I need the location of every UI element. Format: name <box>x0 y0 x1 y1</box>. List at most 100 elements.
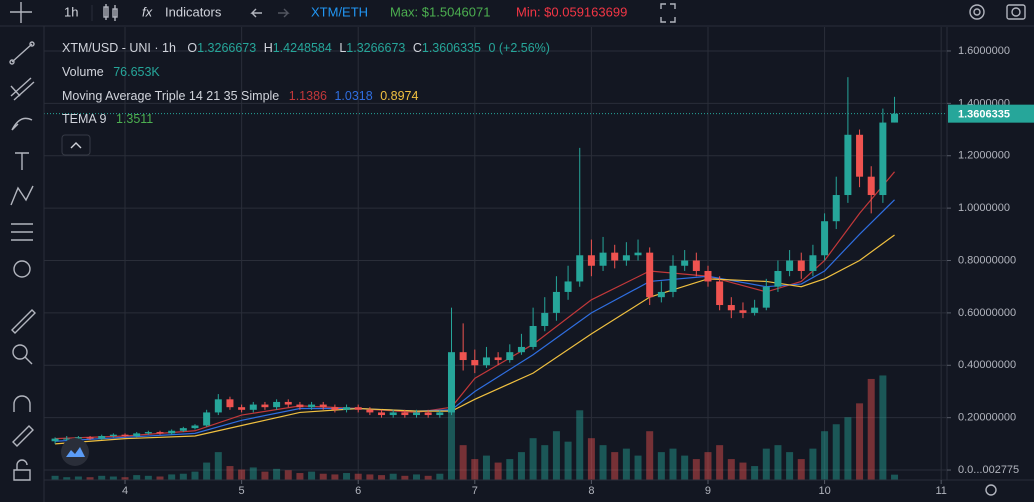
candle-body <box>832 195 840 222</box>
moving-average-line <box>55 171 895 440</box>
volume-bar <box>238 469 246 480</box>
x-tick-label: 9 <box>705 485 711 497</box>
volume-bar <box>692 459 700 480</box>
volume-bar <box>319 473 327 480</box>
volume-bar <box>517 452 525 480</box>
volume-bar <box>587 438 595 480</box>
volume-bar <box>436 473 444 480</box>
volume-bar <box>121 477 129 480</box>
candle-body <box>424 412 432 416</box>
volume-bar <box>284 470 292 480</box>
candle-body <box>156 432 164 434</box>
volume-bar <box>879 375 887 480</box>
volume-bar <box>447 382 455 480</box>
candle-body <box>622 255 630 261</box>
volume-name: Volume <box>62 65 104 79</box>
candle-body <box>867 176 875 196</box>
volume-bar <box>634 455 642 480</box>
candle-body <box>669 265 677 292</box>
candle-body <box>238 407 246 410</box>
candle-body <box>634 252 642 256</box>
fx-icon[interactable]: fx <box>142 4 153 19</box>
volume-bar <box>599 445 607 480</box>
volume-bar <box>762 448 770 480</box>
volume-bar <box>63 477 71 480</box>
last-price-label: 1.3606335 <box>958 109 1010 121</box>
snapshot-icon[interactable] <box>1006 4 1026 20</box>
ma-value: 1.0318 <box>334 89 372 103</box>
ohlc-key: O <box>187 41 197 55</box>
candles <box>51 77 899 444</box>
ma-value: 1.1386 <box>289 89 327 103</box>
settings-icon-small[interactable] <box>985 484 997 496</box>
tema-legend: TEMA 9 1.3511 <box>62 112 153 126</box>
volume-bar <box>506 459 514 480</box>
volume-bar <box>681 455 689 480</box>
candle-body <box>413 412 421 416</box>
candle-body <box>576 255 584 282</box>
candle-body <box>482 357 490 366</box>
candle-body <box>179 428 187 431</box>
volume-value: 76.653K <box>113 65 160 79</box>
redo-icon[interactable] <box>278 8 290 18</box>
logo-badge[interactable] <box>61 438 89 466</box>
undo-icon[interactable] <box>250 8 262 18</box>
volume-bar <box>482 455 490 480</box>
volume-legend: Volume 76.653K <box>62 65 160 79</box>
settings-icon[interactable] <box>969 4 985 20</box>
candle-body <box>564 281 572 292</box>
ohlc-key: H <box>264 41 273 55</box>
fullscreen-icon[interactable] <box>660 3 676 23</box>
candle-body <box>809 255 817 271</box>
crosshair-icon[interactable] <box>10 2 32 23</box>
candle-body <box>751 307 759 313</box>
candle-body <box>599 252 607 266</box>
moving-averages <box>55 171 895 445</box>
candle-body <box>331 407 339 410</box>
volume-bar <box>74 476 82 480</box>
volume-bar <box>716 445 724 480</box>
candle-body <box>891 113 899 123</box>
candle-body <box>86 437 94 439</box>
candle-body <box>517 346 525 353</box>
y-tick-label: 1.0000000 <box>958 202 1010 214</box>
candle-body <box>133 433 141 436</box>
drawing-tools[interactable] <box>9 41 36 481</box>
candle-body <box>727 305 735 311</box>
volume-bar <box>564 441 572 480</box>
change-value: 0 (+2.56%) <box>488 41 550 55</box>
candle-body <box>611 252 619 261</box>
volume-bar <box>751 466 759 480</box>
candle-body <box>191 425 199 429</box>
volume-bar <box>191 471 199 480</box>
volume-bar <box>774 445 782 480</box>
chart-type-icon[interactable] <box>103 4 118 21</box>
interval-button[interactable]: 1h <box>64 4 78 19</box>
ma-legend: Moving Average Triple 14 21 35 Simple 1.… <box>62 89 418 103</box>
ohlc-key: L <box>339 41 346 55</box>
compare-symbol[interactable]: XTM/ETH <box>311 4 368 19</box>
max-price: Max: $1.5046071 <box>390 4 490 19</box>
candle-body <box>447 352 455 413</box>
candle-body <box>646 252 654 298</box>
volume-bar <box>459 445 467 480</box>
indicators-button[interactable]: Indicators <box>165 4 222 19</box>
candle-body <box>529 325 537 347</box>
candle-body <box>587 255 595 266</box>
y-tick-label: 0.40000000 <box>958 359 1016 371</box>
candle-body <box>109 434 117 436</box>
volume-bar <box>891 474 899 480</box>
candle-body <box>692 260 700 271</box>
candle-body <box>121 434 129 436</box>
volume-bar <box>249 467 257 480</box>
volume-bar <box>471 459 479 480</box>
volume-bar <box>856 403 864 480</box>
volume-bar <box>366 474 374 480</box>
candle-body <box>226 399 234 408</box>
candle-body <box>879 122 887 196</box>
volume-bar <box>867 378 875 480</box>
candle-body <box>63 438 71 440</box>
volume-bar <box>611 452 619 480</box>
collapse-legend-button[interactable] <box>61 134 91 156</box>
